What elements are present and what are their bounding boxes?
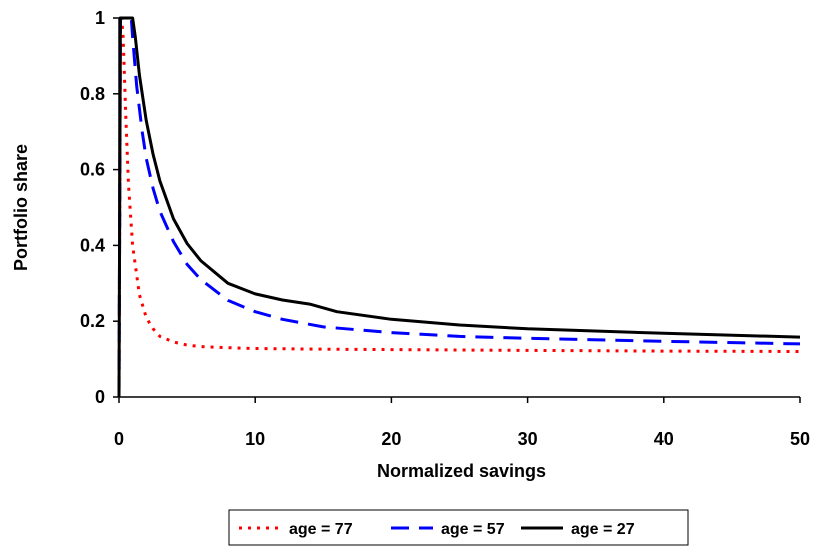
x-axis-title: Normalized savings [377, 461, 546, 481]
y-tick-label: 1 [95, 8, 105, 28]
y-tick-label: 0.4 [80, 235, 105, 255]
plot-series [117, 16, 801, 398]
axes [118, 18, 800, 398]
series-line-2 [117, 16, 801, 398]
series-line-1 [117, 16, 801, 398]
legend-box [228, 509, 689, 546]
y-tick-label: 0 [95, 387, 105, 407]
legend-label-1: age = 77 [289, 521, 353, 538]
y-axis-title: Portfolio share [11, 144, 31, 271]
series-line-3 [117, 16, 801, 398]
x-tick-label: 30 [518, 429, 538, 449]
x-tick-label: 0 [114, 429, 124, 449]
x-tick-label: 40 [654, 429, 674, 449]
y-ticks: 0 0.2 0.4 0.6 0.8 1 [80, 8, 119, 407]
x-tick-label: 20 [381, 429, 401, 449]
y-tick-label: 0.2 [80, 311, 105, 331]
legend: age = 77 age = 57 age = 27 [228, 509, 689, 546]
x-tick-label: 10 [245, 429, 265, 449]
y-tick-label: 0.8 [80, 84, 105, 104]
y-tick-label: 0.6 [80, 160, 105, 180]
legend-label-2: age = 57 [441, 521, 505, 538]
legend-label-3: age = 27 [571, 521, 635, 538]
x-tick-label: 50 [790, 429, 810, 449]
x-ticks: 0 10 20 30 40 50 [114, 397, 810, 449]
